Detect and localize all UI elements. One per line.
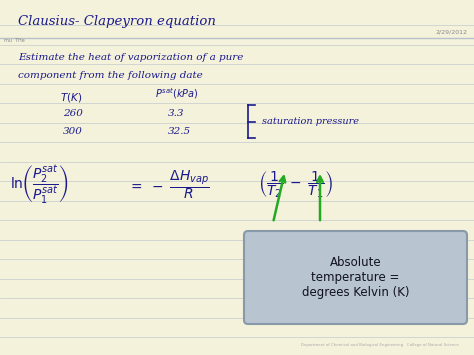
Text: component from the following date: component from the following date xyxy=(18,71,203,81)
Text: 260: 260 xyxy=(63,109,83,119)
Text: 2/29/2012: 2/29/2012 xyxy=(436,29,468,34)
Text: $T(K)$: $T(K)$ xyxy=(60,92,82,104)
Text: 32.5: 32.5 xyxy=(168,127,191,137)
Text: mu  THe: mu THe xyxy=(4,38,25,43)
Text: Absolute
temperature =
degrees Kelvin (K): Absolute temperature = degrees Kelvin (K… xyxy=(302,256,409,299)
Text: $P^{sat}(kPa)$: $P^{sat}(kPa)$ xyxy=(155,87,199,102)
Text: Clausius- Clapeyron equation: Clausius- Clapeyron equation xyxy=(18,16,216,28)
Text: Department of Chemical and Biological Engineering   College of Natural Science: Department of Chemical and Biological En… xyxy=(301,343,459,347)
Text: Estimate the heat of vaporization of a pure: Estimate the heat of vaporization of a p… xyxy=(18,54,243,62)
Text: 300: 300 xyxy=(63,127,83,137)
Text: $\ln\!\left(\dfrac{P_2^{sat}}{P_1^{sat}}\right)$: $\ln\!\left(\dfrac{P_2^{sat}}{P_1^{sat}}… xyxy=(10,164,69,206)
Text: $=\;-\;\dfrac{\Delta H_{vap}}{R}$: $=\;-\;\dfrac{\Delta H_{vap}}{R}$ xyxy=(128,169,210,201)
Text: saturation pressure: saturation pressure xyxy=(262,117,359,126)
FancyBboxPatch shape xyxy=(244,231,467,324)
Text: $\left(\dfrac{1}{T_2}\;-\;\dfrac{1}{T_1}\right)$: $\left(\dfrac{1}{T_2}\;-\;\dfrac{1}{T_1}… xyxy=(258,170,333,200)
Text: 3.3: 3.3 xyxy=(168,109,184,119)
